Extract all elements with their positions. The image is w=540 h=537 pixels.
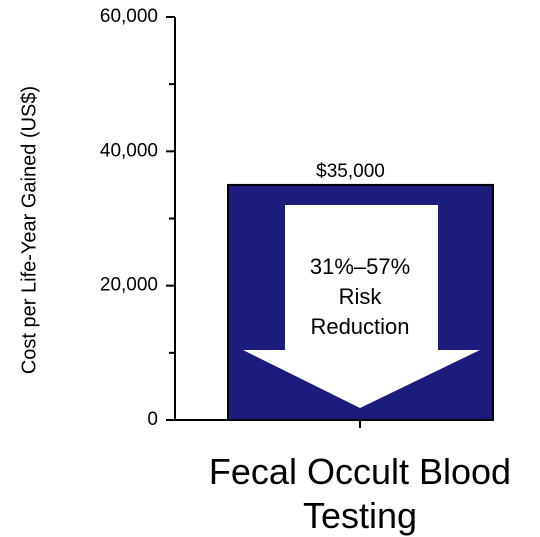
y-tick-label: 0 xyxy=(147,409,158,430)
y-axis-title: Cost per Life-Year Gained (US$) xyxy=(18,86,40,374)
y-tick-label: 20,000 xyxy=(100,275,158,296)
arrow xyxy=(243,205,480,408)
y-tick-label: 60,000 xyxy=(100,6,158,27)
x-tick-label: Fecal Occult Blood Testing xyxy=(208,451,512,536)
y-tick-label: 40,000 xyxy=(100,140,158,161)
annotation: 31%–57% Risk Reduction xyxy=(309,254,411,339)
value-label: $35,000 xyxy=(316,161,385,182)
